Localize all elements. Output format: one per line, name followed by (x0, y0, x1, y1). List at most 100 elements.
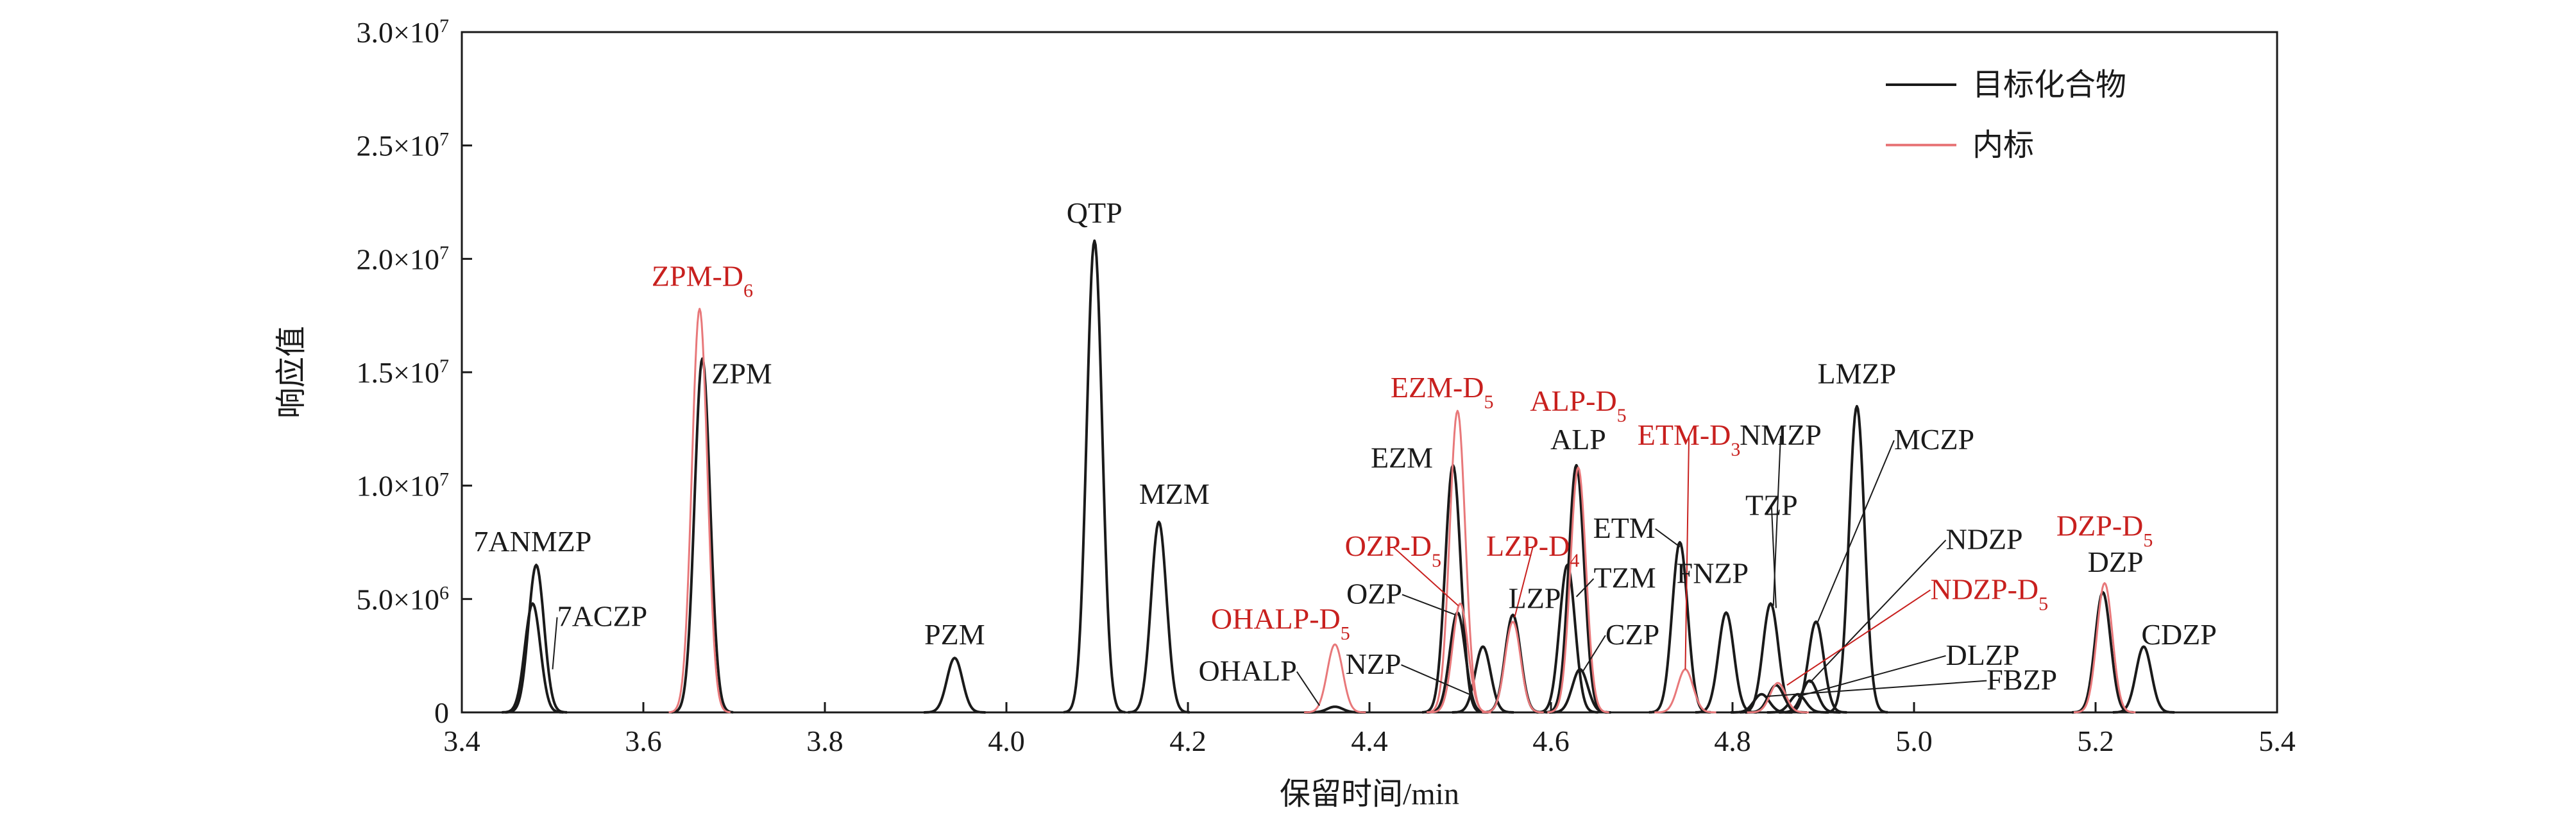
annotation-leader (1402, 594, 1456, 616)
peak-annotation: ZPM (711, 357, 772, 390)
x-tick-label: 5.4 (2258, 725, 2296, 757)
y-tick-exponent: 7 (439, 356, 449, 377)
annotation-subscript: 5 (1617, 405, 1627, 426)
y-tick-label: 3.0×107 (357, 15, 449, 49)
annotation-leader (1797, 655, 1946, 698)
target-compound-peak (505, 563, 568, 714)
annotation-subscript: 3 (1731, 439, 1740, 460)
annotation-subscript: 5 (2143, 529, 2153, 551)
peak-annotation: PZM (924, 618, 985, 651)
annotation-leader (1575, 578, 1595, 598)
peak-annotation: ZPM-D6 (652, 260, 753, 302)
annotation-subscript: 5 (1484, 391, 1494, 412)
target-compound-peak (1826, 405, 1888, 714)
peak-annotation: MZM (1139, 477, 1210, 510)
annotation-leader (1764, 680, 1987, 698)
y-tick-label: 2.5×107 (357, 128, 449, 162)
target-compound-peak (501, 602, 564, 714)
legend: 目标化合物 内标 (1886, 68, 2126, 162)
y-tick-label: 2.0×107 (357, 242, 449, 276)
target-compound-peak (923, 657, 986, 714)
y-tick-label: 1.0×107 (357, 469, 449, 503)
target-compound-peak (1303, 705, 1366, 714)
annotation-leader (1655, 528, 1681, 547)
target-compound-peak (671, 357, 734, 714)
target-compound-peak (1695, 611, 1758, 714)
peak-annotation: LZP-D4 (1486, 529, 1579, 571)
peak-annotation: MCZP (1894, 423, 1974, 456)
y-tick-label: 0 (434, 696, 449, 729)
annotation-subscript: 5 (1432, 550, 1441, 571)
peaks-group (501, 239, 2175, 714)
peak-annotation: OZP (1346, 577, 1402, 610)
target-compound-peak (1545, 463, 1608, 714)
internal-standard-peak (1429, 602, 1491, 714)
x-tick-label: 4.4 (1351, 725, 1388, 757)
peak-annotation: ETM (1593, 512, 1656, 544)
annotation-leader (1296, 671, 1321, 706)
annotation-subscript: 4 (1570, 550, 1579, 571)
annotation-leader (1684, 436, 1690, 669)
annotation-leader (1809, 539, 1947, 684)
peak-annotation: EZM (1371, 441, 1433, 474)
annotation-leader (1770, 506, 1777, 608)
target-compound-peak (1128, 520, 1191, 714)
x-tick-label: 4.8 (1714, 725, 1751, 757)
internal-standard-peak (2074, 582, 2136, 714)
annotation-leader (1816, 440, 1895, 624)
annotations-group: 7ANMZP 7ACZP ZPM-D6 ZPM PZM QTP MZM OHALP-D5 OHA… (473, 196, 2217, 706)
x-tick-label: 4.2 (1169, 725, 1207, 757)
peak-annotation: TZM (1594, 562, 1656, 594)
peak-annotation: TZP (1745, 489, 1798, 522)
peak-annotation: LMZP (1818, 357, 1897, 390)
annotation-subscript: 6 (743, 280, 753, 301)
x-tick-label: 5.2 (2077, 725, 2114, 757)
peak-annotation: DZP-D5 (2056, 509, 2153, 551)
peak-annotation: DLZP (1946, 639, 2020, 671)
peak-annotation: FNZP (1677, 557, 1749, 590)
peak-annotation: EZM-D5 (1391, 371, 1494, 413)
peak-annotation: 7ANMZP (473, 525, 591, 558)
internal-standard-peak (668, 307, 731, 714)
internal-standard-peak (1747, 682, 1809, 714)
annotation-subscript: 5 (1341, 623, 1350, 644)
peak-annotation: OZP-D5 (1345, 529, 1441, 571)
y-tick-exponent: 6 (439, 582, 449, 603)
annotation-leader (1393, 546, 1459, 606)
y-axis-label: 响应值 (275, 326, 309, 418)
annotation-subscript: 5 (2038, 593, 2048, 614)
target-compound-peak (1063, 239, 1126, 714)
y-tick-exponent: 7 (439, 242, 449, 263)
y-tick-label: 1.5×107 (357, 356, 449, 390)
peak-annotation: OHALP (1198, 655, 1296, 687)
y-tick-exponent: 7 (439, 128, 449, 150)
peak-annotation: ETM-D3 (1638, 418, 1741, 460)
peak-annotation: LZP (1509, 581, 1561, 614)
x-tick-label: 4.6 (1532, 725, 1570, 757)
x-tick-label: 5.0 (1895, 725, 1933, 757)
internal-standard-peak (1654, 668, 1716, 714)
peak-annotation: QTP (1067, 196, 1123, 229)
y-tick-exponent: 7 (439, 15, 449, 37)
peak-annotation: 7ACZP (557, 600, 648, 633)
peak-annotation: CDZP (2141, 618, 2217, 651)
y-tick-label: 5.0×106 (357, 582, 449, 616)
x-tick-label: 3.6 (625, 725, 662, 757)
internal-standard-peak (1482, 621, 1544, 714)
internal-standard-peak (1304, 643, 1366, 714)
peak-annotation: ALP (1550, 423, 1606, 456)
axes-group: 3.4 3.6 3.8 4.0 4.2 4.4 4.6 4.8 5.0 5.2 5.4 0 5.0×10… (357, 15, 2296, 758)
x-tick-label: 4.0 (988, 725, 1025, 757)
peak-annotation: ALP-D5 (1530, 384, 1626, 426)
annotation-leader (1786, 589, 1931, 686)
peak-annotation: NDZP-D5 (1930, 572, 2048, 614)
peak-annotation: NZP (1346, 648, 1402, 680)
internal-standard-peak (1547, 466, 1609, 714)
peak-annotation: DZP (2088, 546, 2144, 578)
annotation-leader (1401, 664, 1470, 695)
annotation-leader (552, 617, 558, 669)
peak-annotation: OHALP-D5 (1211, 602, 1350, 644)
target-compound-peak (2071, 590, 2134, 714)
peak-annotation: FBZP (1987, 664, 2057, 696)
